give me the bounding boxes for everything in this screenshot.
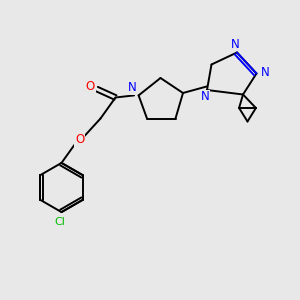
Text: N: N (201, 90, 210, 103)
Text: Cl: Cl (55, 217, 65, 227)
Text: O: O (75, 133, 84, 146)
Text: N: N (128, 81, 136, 94)
Text: O: O (86, 80, 95, 93)
Text: N: N (231, 38, 240, 51)
Text: N: N (260, 65, 269, 79)
